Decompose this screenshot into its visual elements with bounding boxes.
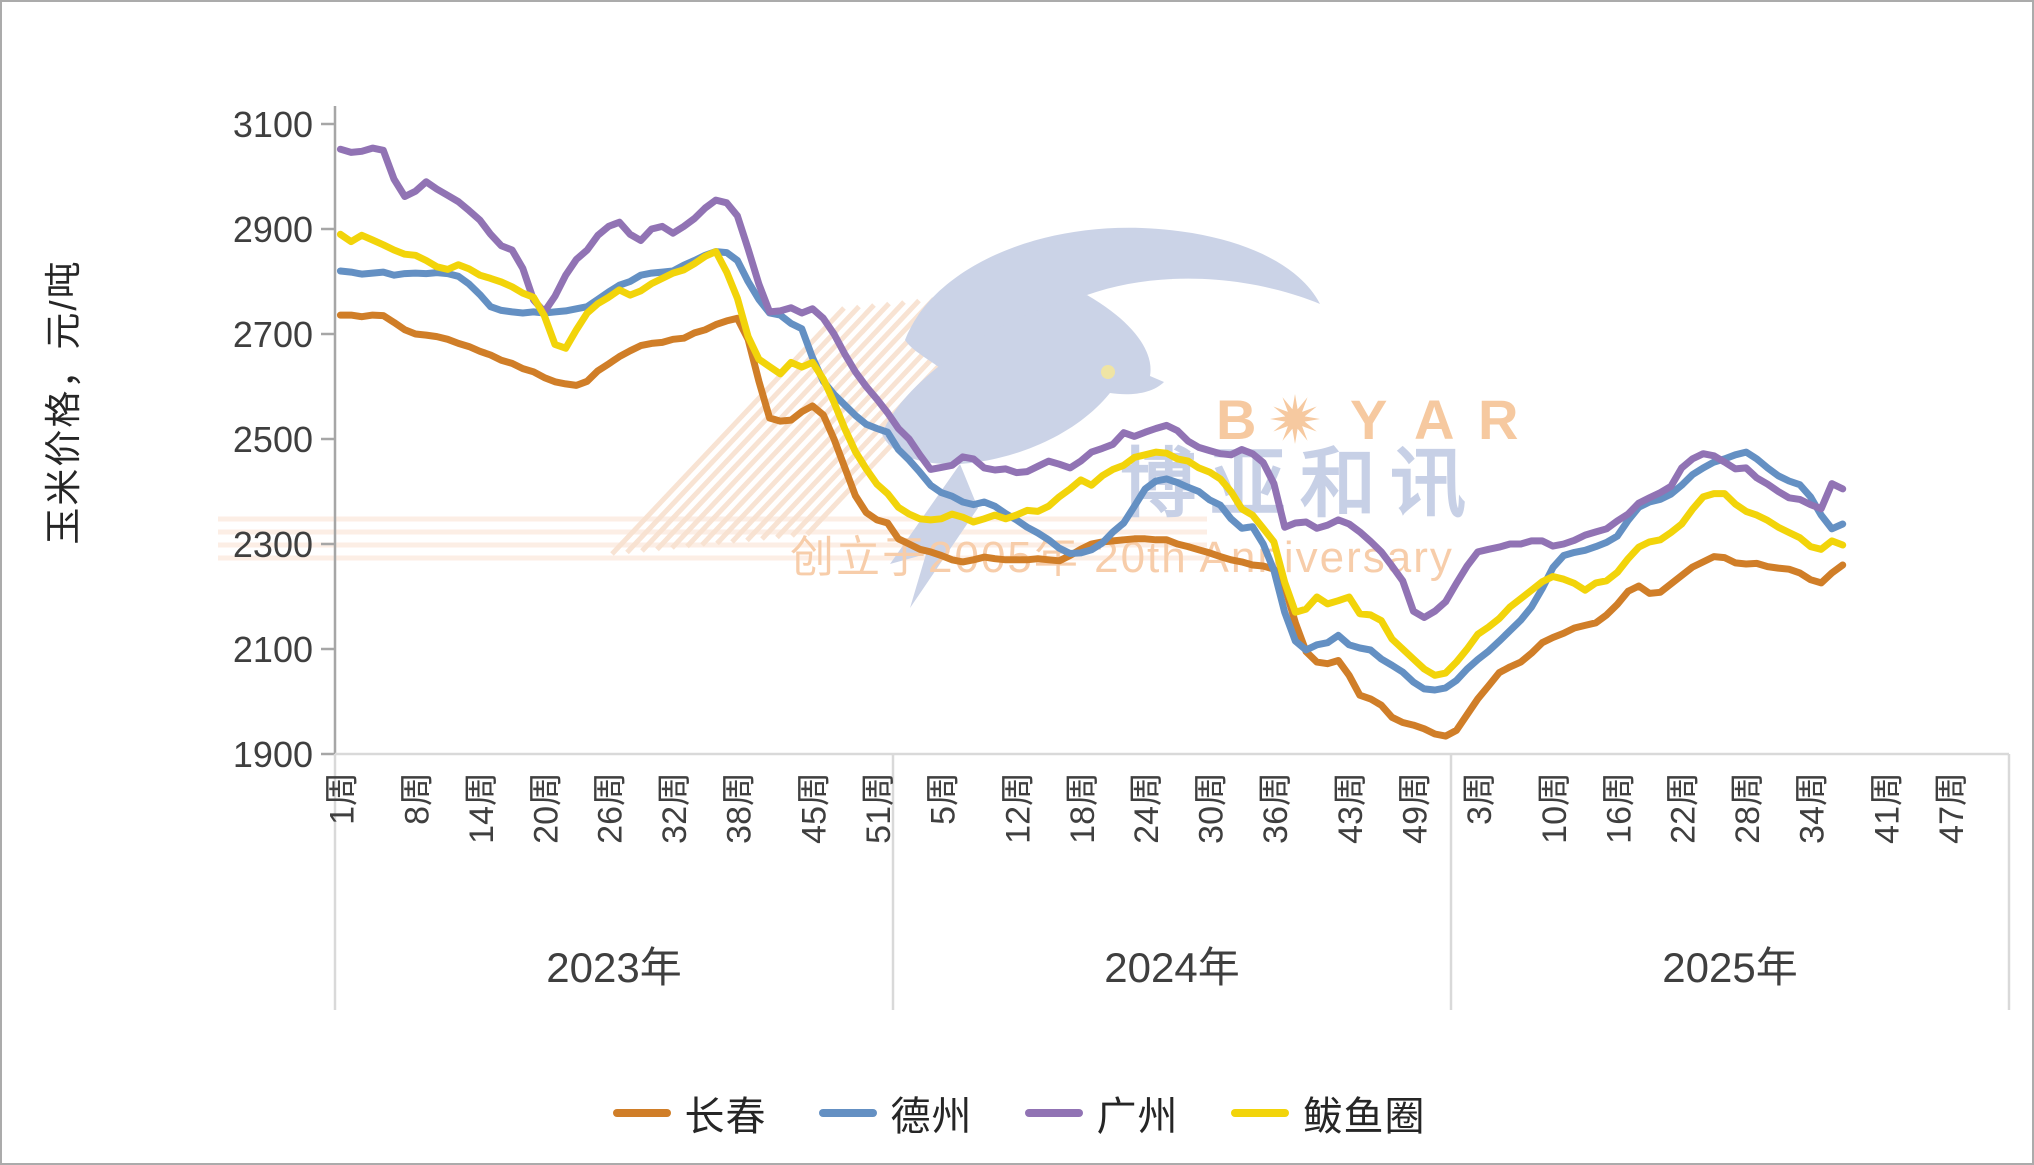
stripe-line	[625, 304, 861, 555]
x-tick-label: 34周	[1793, 772, 1831, 844]
x-tick-label: 12周	[999, 772, 1037, 844]
stripe-line	[670, 300, 906, 550]
legend-item-德州: 德州	[818, 1084, 973, 1142]
x-tick-label: 10周	[1536, 772, 1574, 844]
x-tick-label: 45周	[796, 772, 834, 844]
legend: 长春 德州 广州 鲅鱼圈	[2, 1084, 2032, 1142]
stripe-line	[655, 301, 891, 552]
brand-letter: R	[1478, 388, 1518, 451]
y-tick-label: 2300	[233, 524, 313, 565]
x-tick-label: 38周	[720, 772, 758, 844]
year-label: 2024年	[1104, 944, 1239, 991]
series-line-鲅鱼圈	[336, 230, 1847, 679]
legend-swatch-长春	[612, 1109, 671, 1117]
dove-body	[882, 295, 1164, 465]
legend-swatch-德州	[818, 1109, 877, 1117]
x-tick-label: 51周	[860, 772, 898, 844]
x-tick-label: 49周	[1396, 772, 1434, 844]
x-tick-label: 28周	[1729, 772, 1767, 844]
y-axis-title: 玉米价格，元/吨	[43, 259, 84, 544]
x-tick-label: 3周	[1461, 772, 1499, 825]
brand-letter: B	[1216, 388, 1256, 451]
brand-starburst-icon	[1270, 394, 1320, 444]
legend-label: 广州	[1096, 1095, 1179, 1139]
x-tick-label: 14周	[463, 772, 501, 844]
y-tick-label: 2700	[233, 314, 313, 355]
stripe-line	[685, 298, 921, 549]
y-tick-label: 1900	[233, 734, 313, 775]
x-tick-label: 30周	[1193, 772, 1231, 844]
series-line-德州	[336, 248, 1847, 694]
x-tick-label: 20周	[527, 772, 565, 844]
legend-label: 长春	[684, 1095, 767, 1139]
x-tick-label: 43周	[1332, 772, 1370, 844]
legend-label: 鲅鱼圈	[1302, 1095, 1426, 1139]
dove-wing	[905, 227, 1320, 385]
stripe-line	[700, 297, 936, 547]
legend-label: 德州	[890, 1095, 973, 1139]
series-lines	[336, 144, 1847, 740]
brand-letter: Y	[1350, 388, 1387, 451]
legend-item-长春: 长春	[612, 1084, 767, 1142]
year-label: 2025年	[1662, 944, 1797, 991]
legend-item-鲅鱼圈: 鲅鱼圈	[1230, 1084, 1426, 1142]
legend-item-广州: 广州	[1024, 1084, 1179, 1142]
x-tick-label: 32周	[656, 772, 694, 844]
y-tick-label: 2100	[233, 629, 313, 670]
x-tick-label: 41周	[1869, 772, 1907, 844]
x-tick-label: 47周	[1933, 772, 1971, 844]
x-tick-label: 5周	[924, 772, 962, 825]
x-tick-label: 26周	[592, 772, 630, 844]
stripe-line	[640, 303, 876, 553]
x-tick-label: 24周	[1128, 772, 1166, 844]
x-tick-label: 8周	[398, 772, 436, 825]
y-tick-label: 2900	[233, 209, 313, 250]
stripe-line	[610, 306, 846, 556]
y-tick-label: 2500	[233, 419, 313, 460]
dove-eye	[1101, 365, 1115, 379]
y-tick-label: 3100	[233, 104, 313, 145]
x-tick-label: 18周	[1064, 772, 1102, 844]
series-line-长春	[336, 311, 1847, 740]
brand-letter: A	[1414, 388, 1454, 451]
x-tick-label: 16周	[1600, 772, 1638, 844]
series-line-广州	[336, 144, 1847, 621]
x-tick-label: 22周	[1665, 772, 1703, 844]
year-label: 2023年	[546, 944, 681, 991]
x-tick-label: 1周	[323, 772, 361, 825]
legend-swatch-鲅鱼圈	[1230, 1109, 1289, 1117]
x-tick-label: 36周	[1257, 772, 1295, 844]
legend-swatch-广州	[1024, 1109, 1083, 1117]
